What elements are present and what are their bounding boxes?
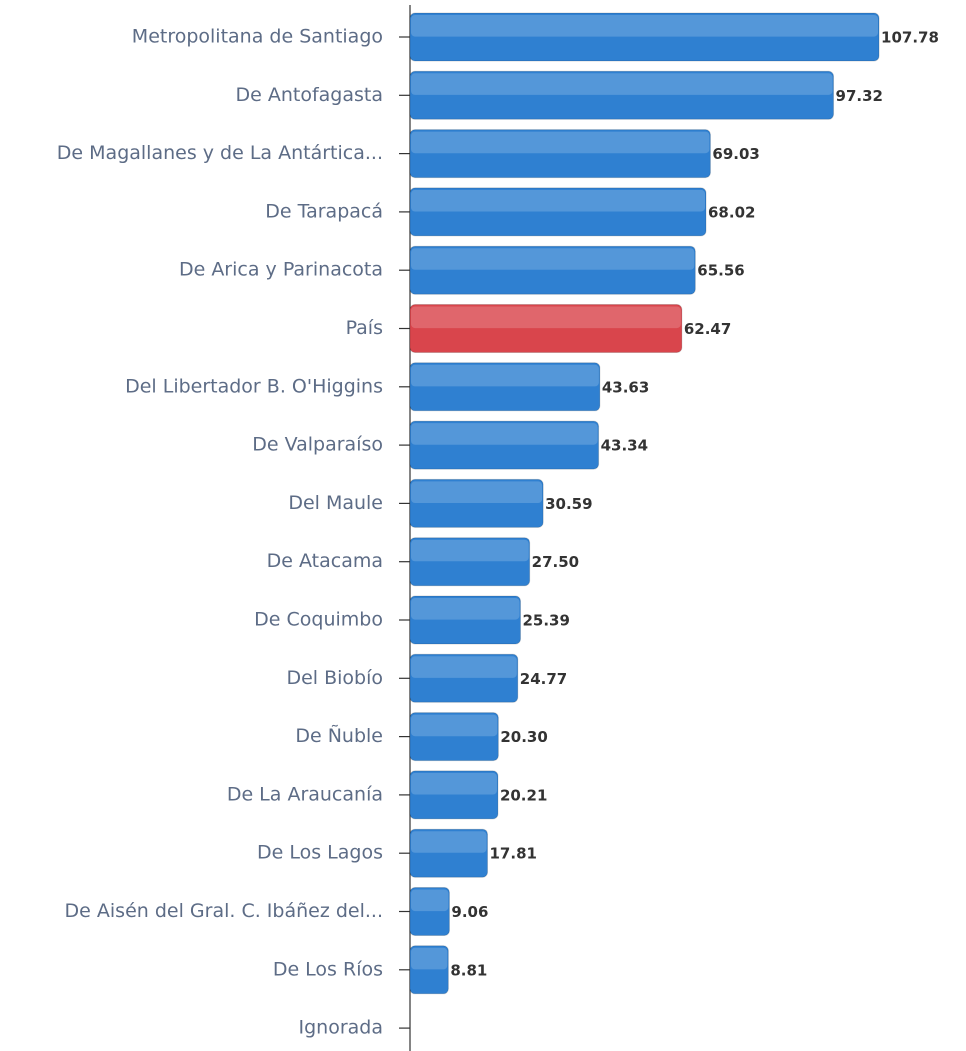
category-label: De Aisén del Gral. C. Ibáñez del... — [65, 900, 383, 922]
category-label: De Atacama — [267, 550, 383, 572]
bar-shine — [411, 73, 833, 95]
bar — [409, 187, 707, 237]
category-label: De Valparaíso — [252, 434, 383, 456]
bar-shine — [411, 364, 599, 387]
category-label: Del Libertador B. O'Higgins — [125, 375, 383, 397]
bar-shine — [411, 15, 879, 37]
bar — [409, 420, 600, 470]
value-label: 62.47 — [684, 320, 731, 338]
category-label: De Ñuble — [295, 724, 383, 747]
bar — [409, 304, 683, 353]
category-label: De Los Ríos — [273, 958, 383, 980]
value-label: 17.81 — [490, 845, 537, 863]
category-label: Metropolitana de Santiago — [132, 26, 383, 48]
value-label: 9.06 — [451, 903, 488, 921]
value-label: 8.81 — [450, 961, 487, 979]
bar — [409, 362, 601, 412]
bar-shine — [411, 481, 543, 503]
bar — [409, 245, 696, 295]
value-label: 43.34 — [601, 437, 648, 455]
bar — [409, 945, 449, 995]
bar-shine — [411, 889, 449, 912]
value-label: 43.63 — [602, 378, 649, 396]
value-label: 97.32 — [836, 87, 883, 105]
bar-shine — [411, 598, 520, 620]
category-label: De Los Lagos — [257, 842, 383, 864]
bar — [409, 595, 521, 645]
bar — [409, 770, 499, 820]
category-label: De La Araucanía — [227, 783, 383, 805]
value-label: 69.03 — [712, 145, 759, 163]
value-label: 107.78 — [881, 29, 939, 47]
value-label: 27.50 — [532, 553, 579, 571]
bar-shine — [411, 248, 695, 270]
bar — [409, 70, 835, 120]
value-label: 24.77 — [520, 670, 567, 688]
value-label: 20.30 — [500, 728, 547, 746]
value-label: 25.39 — [522, 612, 569, 630]
bar-shine — [411, 423, 598, 445]
bar — [409, 478, 544, 528]
bar-shine — [411, 656, 517, 678]
value-label: 20.21 — [500, 786, 547, 804]
category-label: De Coquimbo — [254, 609, 383, 631]
value-label: 65.56 — [697, 262, 744, 280]
bar-shine — [411, 772, 497, 795]
bar — [409, 12, 880, 62]
bar-shine — [411, 539, 529, 562]
category-label: Ignorada — [299, 1017, 384, 1039]
bar — [409, 887, 450, 936]
category-label: De Magallanes y de La Antártica... — [57, 142, 383, 164]
bar-shine — [411, 306, 681, 329]
category-label: Del Biobío — [286, 667, 383, 689]
bar — [409, 712, 499, 762]
category-label: Del Maule — [288, 492, 383, 514]
bar — [409, 537, 531, 587]
bar-shine — [411, 947, 448, 970]
bar-shine — [411, 831, 487, 853]
bar — [409, 828, 489, 878]
category-label: De Antofagasta — [235, 84, 383, 106]
value-label: 68.02 — [708, 203, 755, 221]
bar-shine — [411, 189, 706, 212]
value-label: 30.59 — [545, 495, 592, 513]
bar — [409, 129, 711, 179]
bar-shine — [411, 714, 498, 737]
category-label: De Arica y Parinacota — [179, 259, 383, 281]
category-label: De Tarapacá — [265, 200, 383, 222]
bar — [409, 653, 519, 703]
category-label: País — [346, 317, 383, 339]
bar-shine — [411, 131, 710, 154]
